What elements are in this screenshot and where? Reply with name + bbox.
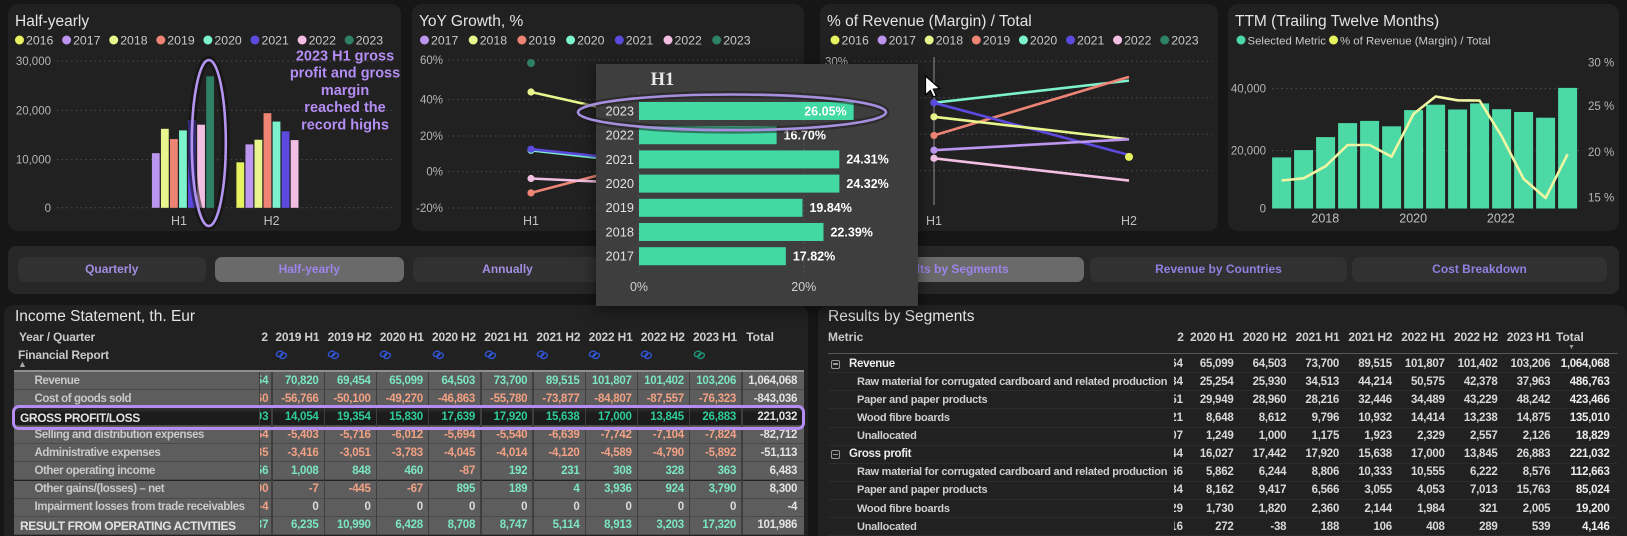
svg-text:2023: 2023 xyxy=(723,33,751,47)
svg-text:15 %: 15 % xyxy=(1588,193,1614,205)
svg-text:2017: 2017 xyxy=(73,33,101,47)
svg-text:2019: 2019 xyxy=(167,33,195,47)
svg-text:2018: 2018 xyxy=(1311,212,1339,226)
svg-text:0%: 0% xyxy=(426,167,443,179)
svg-text:2022: 2022 xyxy=(606,128,634,143)
svg-text:2023 H1 gross: 2023 H1 gross xyxy=(296,48,394,64)
svg-text:margin: margin xyxy=(321,83,369,99)
svg-text:20 %: 20 % xyxy=(1588,147,1614,159)
svg-text:2018: 2018 xyxy=(120,33,148,47)
svg-text:2016: 2016 xyxy=(26,33,54,47)
svg-text:2020: 2020 xyxy=(577,33,605,47)
svg-text:2022: 2022 xyxy=(675,33,703,47)
svg-text:10,000: 10,000 xyxy=(16,155,51,167)
svg-text:20,000: 20,000 xyxy=(1231,146,1266,158)
svg-text:26.05%: 26.05% xyxy=(804,104,846,118)
svg-text:60%: 60% xyxy=(420,55,443,67)
svg-text:2018: 2018 xyxy=(606,224,634,239)
svg-text:2022: 2022 xyxy=(1124,33,1152,47)
svg-text:16.70%: 16.70% xyxy=(784,129,826,143)
svg-text:2021: 2021 xyxy=(626,33,654,47)
svg-text:20%: 20% xyxy=(420,131,443,143)
svg-text:H2: H2 xyxy=(264,214,280,228)
svg-text:2017: 2017 xyxy=(889,33,917,47)
svg-text:H1: H1 xyxy=(523,214,539,228)
svg-text:2020: 2020 xyxy=(214,33,242,47)
svg-text:2019: 2019 xyxy=(606,200,634,215)
svg-text:24.31%: 24.31% xyxy=(846,153,888,167)
svg-text:2020: 2020 xyxy=(1030,33,1058,47)
svg-text:H1: H1 xyxy=(926,214,942,228)
svg-text:0%: 0% xyxy=(630,280,648,294)
svg-text:% of Revenue (Margin) / Total: % of Revenue (Margin) / Total xyxy=(1340,35,1490,47)
svg-text:19.84%: 19.84% xyxy=(809,201,851,215)
svg-text:2018: 2018 xyxy=(936,33,964,47)
svg-text:2017: 2017 xyxy=(606,249,634,264)
svg-text:2019: 2019 xyxy=(983,33,1011,47)
svg-text:17.82%: 17.82% xyxy=(793,250,835,264)
svg-text:20%: 20% xyxy=(791,280,816,294)
svg-text:2022: 2022 xyxy=(1487,212,1515,226)
svg-text:record highs: record highs xyxy=(301,118,389,134)
svg-text:0: 0 xyxy=(45,203,51,215)
svg-text:2023: 2023 xyxy=(606,103,634,118)
svg-text:2020: 2020 xyxy=(606,176,634,191)
svg-text:20,000: 20,000 xyxy=(16,105,51,117)
svg-text:2021: 2021 xyxy=(262,33,290,47)
svg-text:40,000: 40,000 xyxy=(1231,84,1266,96)
svg-text:24.32%: 24.32% xyxy=(846,177,888,191)
svg-text:-20%: -20% xyxy=(416,203,443,215)
svg-text:22.39%: 22.39% xyxy=(830,225,872,239)
svg-text:2023: 2023 xyxy=(356,33,384,47)
svg-text:2019: 2019 xyxy=(528,33,556,47)
svg-text:2021: 2021 xyxy=(606,152,634,167)
svg-text:25 %: 25 % xyxy=(1588,101,1614,113)
svg-text:2018: 2018 xyxy=(480,33,508,47)
svg-text:2023: 2023 xyxy=(1171,33,1199,47)
svg-text:30 %: 30 % xyxy=(1588,58,1614,70)
svg-text:2022: 2022 xyxy=(309,33,337,47)
svg-text:Selected Metric: Selected Metric xyxy=(1248,35,1327,47)
svg-text:0: 0 xyxy=(1260,204,1266,216)
svg-text:H1: H1 xyxy=(171,214,187,228)
svg-text:2021: 2021 xyxy=(1077,33,1105,47)
svg-text:2020: 2020 xyxy=(1399,212,1427,226)
svg-text:H2: H2 xyxy=(1121,214,1137,228)
svg-text:profit and gross: profit and gross xyxy=(290,66,400,82)
svg-text:30,000: 30,000 xyxy=(16,56,51,68)
svg-text:2016: 2016 xyxy=(842,33,870,47)
svg-text:2017: 2017 xyxy=(431,33,459,47)
svg-text:40%: 40% xyxy=(420,95,443,107)
svg-text:reached the: reached the xyxy=(304,100,385,116)
